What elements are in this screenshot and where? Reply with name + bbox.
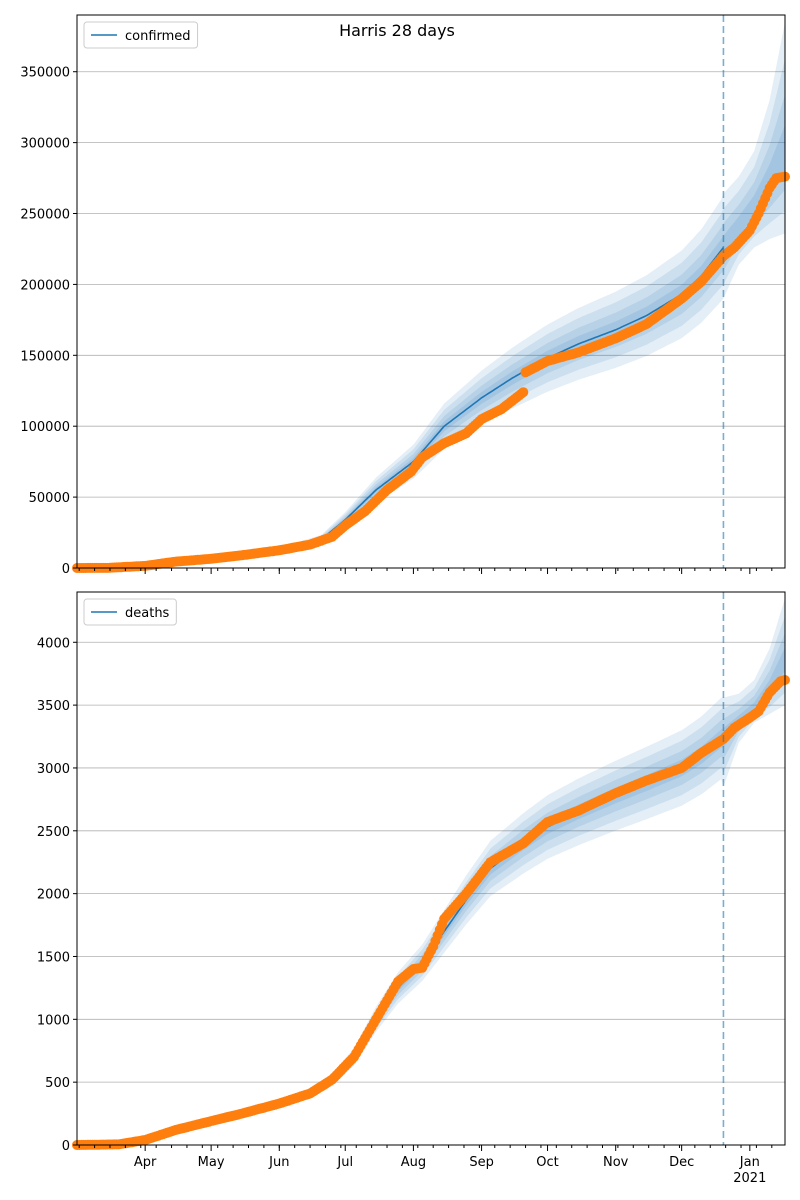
- y-tick-label: 3500: [37, 699, 70, 714]
- y-tick-label: 100000: [20, 420, 70, 435]
- y-tick-label: 4000: [37, 636, 70, 651]
- axes-frame: [76, 14, 786, 569]
- confirmed-panel: 0 50000 100000 150000 200000 250000 300000 3500…: [20, 14, 790, 577]
- x-tick-label: May: [198, 1155, 225, 1170]
- y-tick-label: 1500: [37, 950, 70, 965]
- x-tick-label: Nov: [603, 1155, 629, 1170]
- y-tick-label: 3000: [37, 762, 70, 777]
- confirmed-y-ticks: 0 50000 100000 150000 200000 250000 300000 3500…: [20, 66, 77, 577]
- deaths-axes: [76, 591, 786, 1146]
- y-tick-label: 2000: [37, 888, 70, 903]
- uncertainty-band: [77, 94, 785, 568]
- observed-point: [518, 387, 529, 398]
- legend-label-confirmed: confirmed: [125, 29, 191, 44]
- confirmed-observed-points: [72, 171, 790, 573]
- uncertainty-band: [77, 59, 785, 568]
- y-tick-label: 350000: [20, 66, 70, 81]
- y-tick-label: 150000: [20, 349, 70, 364]
- y-tick-label: 0: [62, 1139, 70, 1154]
- x-year-label: 2021: [733, 1171, 766, 1186]
- uncertainty-band: [77, 22, 785, 569]
- axes-frame: [76, 591, 786, 1146]
- confirmed-bands: [77, 22, 785, 569]
- x-tick-label: Oct: [536, 1155, 558, 1170]
- y-tick-label: 250000: [20, 208, 70, 223]
- legend-box: [83, 598, 177, 626]
- x-tick-label: Dec: [669, 1155, 694, 1170]
- x-tick-label: Sep: [469, 1155, 494, 1170]
- legend-box: [83, 21, 199, 49]
- y-tick-label: 500: [45, 1076, 70, 1091]
- legend-label-deaths: deaths: [125, 606, 170, 621]
- y-tick-label: 2500: [37, 825, 70, 840]
- x-tick-label: Jul: [336, 1155, 353, 1170]
- x-tick-label: Aug: [401, 1155, 426, 1170]
- y-tick-label: 1000: [37, 1013, 70, 1028]
- deaths-y-ticks: 0 500 1000 1500 2000 2500 3000 3500 4000: [37, 636, 77, 1154]
- confirmed-gridlines: [77, 71, 785, 498]
- confirmed-x-ticks: [78, 568, 773, 574]
- y-tick-label: 50000: [29, 491, 70, 506]
- confirmed-axes: [76, 14, 786, 569]
- y-tick-label: 200000: [20, 278, 70, 293]
- x-tick-label: Jan: [739, 1155, 760, 1170]
- y-tick-label: 0: [62, 562, 70, 577]
- chart-title: Harris 28 days: [339, 21, 455, 40]
- deaths-legend: deaths: [83, 598, 177, 626]
- x-tick-label: Apr: [134, 1155, 157, 1170]
- x-tick-label: Jun: [268, 1155, 289, 1170]
- confirmed-legend: confirmed: [83, 21, 199, 49]
- y-tick-label: 300000: [20, 137, 70, 152]
- deaths-panel: 0 500 1000 1500 2000 2500 3000 3500 4000 Apr May J…: [37, 591, 790, 1186]
